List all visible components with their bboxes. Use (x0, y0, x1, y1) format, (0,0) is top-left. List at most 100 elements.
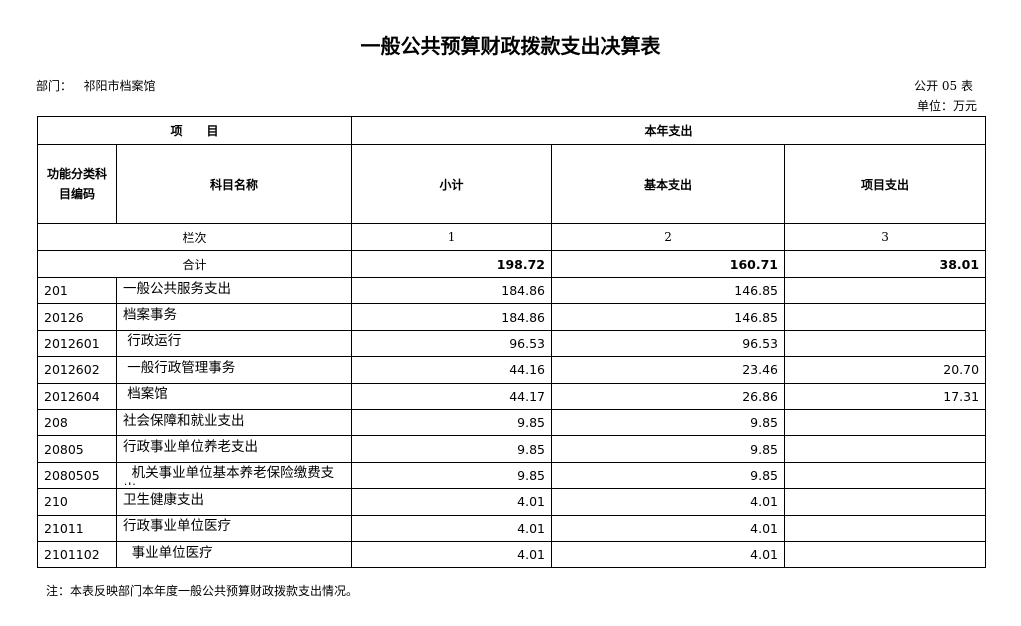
total-basic: 160.71 (551, 250, 786, 278)
column-index-2: 2 (551, 223, 786, 251)
row-name: 事业单位医疗 (115, 540, 353, 569)
row-subtotal: 96.53 (351, 329, 553, 358)
header-project: 项目支出 (784, 144, 987, 224)
row-name-text: 行政事业单位医疗 (123, 518, 231, 535)
row-code: 208 (37, 408, 117, 437)
table-row: 2012604 档案馆 44.17 26.86 17.31 (37, 382, 987, 410)
row-name: 社会保障和就业支出 (115, 408, 353, 437)
page-title: 一般公共预算财政拨款支出决算表 (360, 34, 661, 58)
row-project (784, 488, 987, 516)
column-index-1: 1 (351, 223, 553, 251)
row-project (784, 408, 987, 437)
row-name-text: 社会保障和就业支出 (123, 412, 245, 429)
unit-label: 单位：万元 (916, 99, 977, 113)
row-basic: 9.85 (551, 461, 786, 490)
header-name: 科目名称 (115, 144, 353, 224)
row-name-text: 行政运行 (123, 333, 182, 350)
form-number: 公开 05 表 (914, 79, 973, 93)
row-name: 卫生健康支出 (115, 488, 353, 516)
row-project: 17.31 (784, 382, 987, 410)
row-project (784, 329, 987, 358)
row-name-text: 事业单位医疗 (123, 544, 213, 561)
table-row: 210 卫生健康支出 4.01 4.01 (37, 488, 987, 516)
row-project (784, 435, 987, 463)
row-basic: 9.85 (551, 408, 786, 437)
header-item: 项 目 (36, 116, 353, 145)
table-row: 21011 行政事业单位医疗 4.01 4.01 (37, 514, 987, 542)
header-code: 功能分类科目编码 (37, 144, 117, 224)
row-basic: 146.85 (551, 303, 786, 331)
row-name: 一般行政管理事务 (115, 356, 353, 384)
footnote: 注：本表反映部门本年度一般公共预算财政拨款支出情况。 (46, 584, 359, 598)
row-code: 2012604 (37, 382, 117, 410)
row-basic: 4.01 (551, 514, 786, 542)
row-name: 档案事务 (115, 303, 353, 331)
row-name-text: 行政事业单位养老支出 (123, 439, 258, 456)
table-row: 2101102 事业单位医疗 4.01 4.01 (37, 540, 987, 569)
header-basic: 基本支出 (551, 144, 786, 224)
row-name: 行政事业单位医疗 (115, 514, 353, 542)
row-code: 2012601 (37, 329, 117, 358)
department-name: 祁阳市档案馆 (83, 79, 156, 93)
row-subtotal: 44.16 (351, 356, 553, 384)
row-subtotal: 4.01 (351, 514, 553, 542)
row-subtotal: 4.01 (351, 540, 553, 569)
row-basic: 4.01 (551, 488, 786, 516)
header-subtotal: 小计 (351, 144, 553, 224)
row-subtotal: 184.86 (351, 303, 553, 331)
row-code: 2101102 (37, 540, 117, 569)
row-project (784, 461, 987, 490)
row-name: 一般公共服务支出 (115, 276, 353, 305)
row-name: 行政运行 (115, 329, 353, 358)
row-name-text: 档案事务 (123, 307, 177, 324)
row-basic: 23.46 (551, 356, 786, 384)
row-project (784, 303, 987, 331)
row-basic: 96.53 (551, 329, 786, 358)
row-name: 档案馆 (115, 382, 353, 410)
row-basic: 4.01 (551, 540, 786, 569)
row-subtotal: 184.86 (351, 276, 553, 305)
table-row: 20126 档案事务 184.86 146.85 (37, 303, 987, 331)
row-name-text: 一般公共服务支出 (123, 280, 231, 297)
row-subtotal: 9.85 (351, 461, 553, 490)
row-basic: 9.85 (551, 435, 786, 463)
row-subtotal: 9.85 (351, 435, 553, 463)
department-line: 部门： 祁阳市档案馆 (36, 77, 155, 94)
table-row: 2080505 机关事业单位基本养老保险缴费支出 9.859.85 (37, 461, 987, 490)
total-project: 38.01 (784, 250, 987, 278)
header-this-year: 本年支出 (351, 116, 987, 145)
row-name-text: 卫生健康支出 (123, 491, 204, 508)
row-code: 21011 (37, 514, 117, 542)
row-name-text: 机关事业单位基本养老保险缴费支出 (123, 465, 335, 485)
row-name: 机关事业单位基本养老保险缴费支出 (115, 461, 353, 490)
row-code: 210 (37, 488, 117, 516)
row-name-text: 档案馆 (123, 386, 168, 403)
row-name: 行政事业单位养老支出 (115, 435, 353, 463)
row-code: 2080505 (37, 461, 117, 490)
table-row: 208 社会保障和就业支出 9.85 9.85 (37, 408, 987, 437)
row-basic: 26.86 (551, 382, 786, 410)
row-project (784, 514, 987, 542)
row-name-text: 一般行政管理事务 (123, 359, 236, 376)
total-subtotal: 198.72 (351, 250, 553, 278)
row-subtotal: 4.01 (351, 488, 553, 516)
table-row: 2012602 一般行政管理事务 44.16 23.46 20.70 (37, 356, 987, 384)
row-code: 20126 (37, 303, 117, 331)
row-code: 201 (37, 276, 117, 305)
table-row: 2012601 行政运行 96.53 96.53 (37, 329, 987, 358)
row-subtotal: 44.17 (351, 382, 553, 410)
table-row: 201 一般公共服务支出 184.86 146.85 (37, 276, 987, 305)
row-project (784, 276, 987, 305)
row-code: 2012602 (37, 356, 117, 384)
column-index-label: 栏次 (36, 223, 353, 251)
row-code: 20805 (37, 435, 117, 463)
row-project: 20.70 (784, 356, 987, 384)
table-row: 20805 行政事业单位养老支出 9.85 9.85 (37, 435, 987, 463)
row-project (784, 540, 987, 569)
column-index-3: 3 (784, 223, 987, 251)
department-label: 部门： (36, 79, 73, 93)
row-basic: 146.85 (551, 276, 786, 305)
row-subtotal: 9.85 (351, 408, 553, 437)
total-label: 合计 (36, 250, 353, 278)
expenditure-table: 项 目 本年支出 功能分类科目编码 科目名称 小计 基本支出 项目支出 栏次 1… (36, 116, 987, 569)
